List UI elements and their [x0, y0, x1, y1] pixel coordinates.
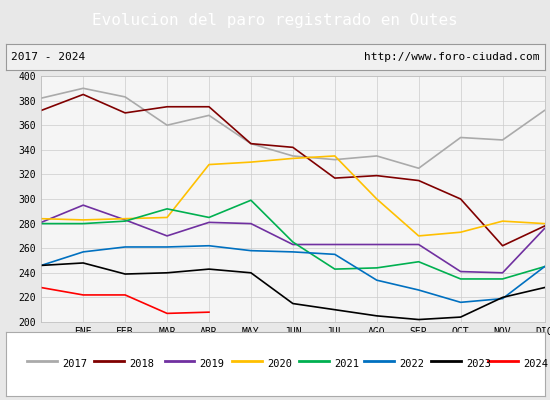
Text: http://www.foro-ciudad.com: http://www.foro-ciudad.com — [364, 52, 539, 62]
Text: 2021: 2021 — [334, 359, 359, 369]
Text: Evolucion del paro registrado en Outes: Evolucion del paro registrado en Outes — [92, 14, 458, 28]
Text: 2017 - 2024: 2017 - 2024 — [11, 52, 85, 62]
Text: 2019: 2019 — [200, 359, 224, 369]
Text: 2022: 2022 — [399, 359, 424, 369]
Text: 2024: 2024 — [523, 359, 548, 369]
Text: 2020: 2020 — [267, 359, 292, 369]
Text: 2023: 2023 — [466, 359, 491, 369]
Text: 2018: 2018 — [129, 359, 155, 369]
Text: 2017: 2017 — [62, 359, 87, 369]
